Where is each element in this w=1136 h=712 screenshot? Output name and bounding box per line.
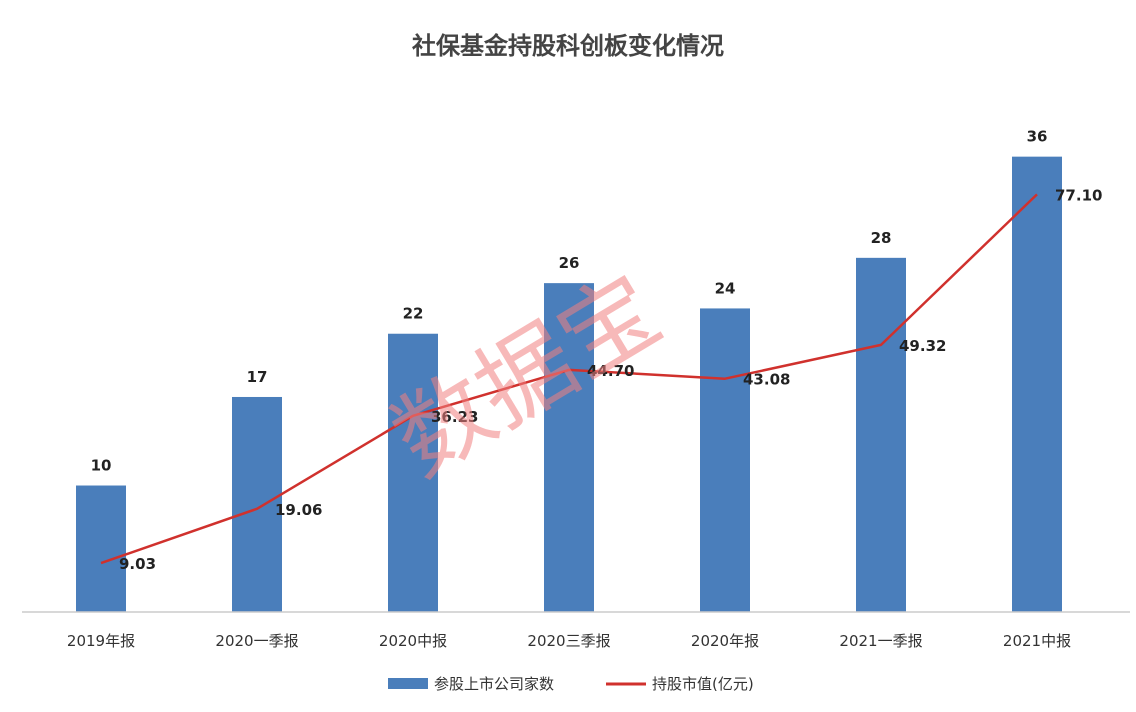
bar bbox=[700, 308, 750, 612]
bar-data-label: 28 bbox=[871, 229, 892, 247]
bar bbox=[232, 396, 282, 612]
bar bbox=[544, 283, 594, 612]
legend-bar-label: 参股上市公司家数 bbox=[434, 675, 554, 693]
bar-data-label: 36 bbox=[1027, 128, 1048, 146]
bar-data-label: 24 bbox=[715, 279, 736, 297]
bar-series bbox=[76, 156, 1062, 612]
line-data-labels: 9.03 19.06 36.23 44.70 43.08 49.32 77.10 bbox=[119, 186, 1102, 573]
line-data-label: 9.03 bbox=[119, 555, 156, 573]
x-tick-labels: 2019年报 2020一季报 2020中报 2020三季报 2020年报 2021一季报 2… bbox=[67, 632, 1071, 650]
line-data-label: 77.10 bbox=[1055, 186, 1102, 204]
line-data-label: 49.32 bbox=[899, 337, 946, 355]
bar bbox=[856, 257, 906, 612]
legend-line-label: 持股市值(亿元) bbox=[652, 675, 754, 693]
line-series bbox=[100, 193, 1038, 565]
line-data-label: 19.06 bbox=[275, 501, 322, 519]
bar-data-label: 10 bbox=[91, 457, 112, 475]
line-data-label: 43.08 bbox=[743, 371, 790, 389]
bar bbox=[388, 333, 438, 612]
bar-data-label: 17 bbox=[247, 368, 268, 386]
bar-data-label: 26 bbox=[559, 254, 580, 272]
legend: 参股上市公司家数 持股市值(亿元) bbox=[388, 675, 754, 693]
chart-title: 社保基金持股科创板变化情况 bbox=[412, 32, 724, 60]
bar bbox=[1012, 156, 1062, 612]
x-tick-label: 2021一季报 bbox=[839, 632, 922, 650]
bar bbox=[76, 485, 126, 612]
x-tick-label: 2021中报 bbox=[1003, 632, 1071, 650]
x-tick-label: 2019年报 bbox=[67, 632, 135, 650]
x-tick-label: 2020年报 bbox=[691, 632, 759, 650]
watermark: 数据宝 bbox=[374, 253, 679, 497]
x-tick-label: 2020三季报 bbox=[527, 632, 610, 650]
bar-data-labels: 10 17 22 26 24 28 36 bbox=[91, 128, 1048, 475]
bar-data-label: 22 bbox=[403, 305, 424, 323]
line-data-label: 36.23 bbox=[431, 408, 478, 426]
x-tick-label: 2020中报 bbox=[379, 632, 447, 650]
legend-bar-swatch bbox=[388, 678, 428, 689]
x-tick-label: 2020一季报 bbox=[215, 632, 298, 650]
line-data-label: 44.70 bbox=[587, 362, 634, 380]
